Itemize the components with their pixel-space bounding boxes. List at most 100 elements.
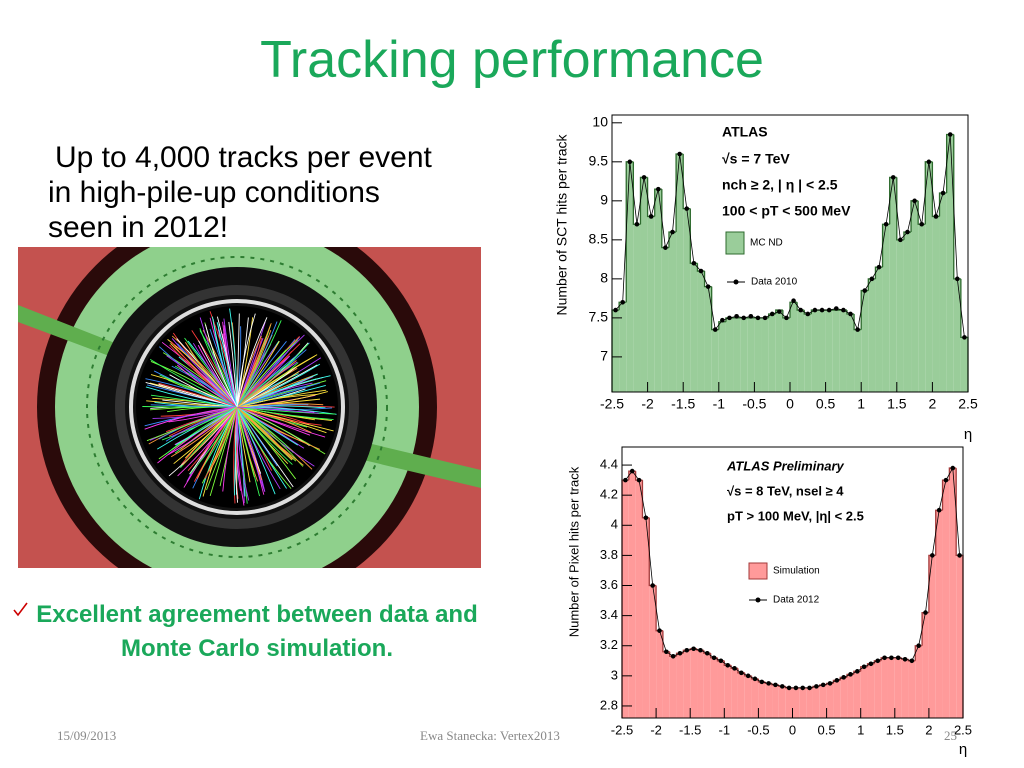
hist-bar <box>733 317 741 392</box>
x-tick-label: -0.5 <box>747 722 769 737</box>
annotation: ATLAS Preliminary <box>726 458 845 473</box>
data-point <box>827 681 833 686</box>
data-point <box>727 315 732 321</box>
hist-bar <box>819 684 827 718</box>
hist-bar <box>867 663 875 718</box>
x-tick-label: -1.5 <box>671 396 695 412</box>
hist-bar <box>790 302 798 392</box>
annotation: ATLAS <box>722 124 768 140</box>
data-point <box>861 664 867 670</box>
data-point <box>890 175 896 180</box>
data-point <box>634 221 640 227</box>
hist-bar <box>676 653 684 718</box>
hist-bar <box>833 680 841 718</box>
data-point <box>814 684 819 689</box>
data-point <box>912 198 917 204</box>
data-point <box>759 679 765 685</box>
hist-bar <box>622 480 629 718</box>
hist-bar <box>826 683 834 718</box>
hist-bar <box>953 278 961 392</box>
footer-author: Ewa Stanecka: Vertex2013 <box>420 728 560 743</box>
track <box>236 391 328 408</box>
x-tick-label: -1 <box>719 722 731 737</box>
track <box>236 406 334 420</box>
hist-bar <box>703 653 711 718</box>
track <box>236 343 301 408</box>
data-line <box>625 466 960 689</box>
hist-bar <box>846 313 855 392</box>
data-point <box>833 306 839 311</box>
data-point <box>875 658 881 664</box>
track <box>236 406 255 478</box>
hist-bar <box>704 286 712 392</box>
hist-bar <box>778 686 786 718</box>
track <box>158 346 238 408</box>
hist-bar <box>854 329 862 392</box>
data-point <box>807 685 812 691</box>
event-jet <box>355 440 481 488</box>
data-point <box>762 315 768 321</box>
hist-bar <box>661 247 669 392</box>
slide-title: Tracking performance <box>260 31 764 89</box>
y-tick-label: 3 <box>611 667 618 682</box>
hist-bar <box>915 645 923 718</box>
track <box>236 320 282 408</box>
track <box>164 406 238 456</box>
data-point <box>919 221 925 227</box>
hist-bar <box>640 177 648 392</box>
data-point <box>704 650 710 656</box>
hist-bar <box>874 660 882 718</box>
data-point <box>670 653 676 659</box>
data-point <box>819 307 825 313</box>
track <box>236 360 297 408</box>
track <box>236 406 322 426</box>
track <box>150 404 238 408</box>
x-tick-label: 0.5 <box>816 396 836 412</box>
data-point <box>826 307 832 313</box>
hist-bar <box>740 317 748 392</box>
check-icon <box>13 602 28 617</box>
hist-bar <box>832 310 840 392</box>
hist-bar <box>669 656 677 718</box>
track <box>236 323 272 408</box>
x-tick-label: 2 <box>925 722 932 737</box>
data-point <box>841 307 846 313</box>
track <box>205 324 238 408</box>
track <box>236 406 263 481</box>
hist-bar <box>901 659 909 718</box>
hist-bar <box>799 687 807 718</box>
track <box>228 321 238 408</box>
data-point <box>882 655 887 661</box>
track <box>236 406 299 446</box>
x-tick-label: 0 <box>789 722 796 737</box>
hist-bar <box>956 555 963 718</box>
track <box>236 406 276 495</box>
track <box>236 406 336 415</box>
x-tick-label: -2.5 <box>600 396 624 412</box>
data-point <box>798 307 803 313</box>
track <box>236 406 245 506</box>
data-point <box>698 647 703 653</box>
footer-page: 25 <box>944 728 957 743</box>
hist-bar <box>847 674 854 718</box>
track <box>177 406 238 477</box>
track <box>145 386 238 408</box>
data-point <box>650 583 655 588</box>
hist-bar <box>811 310 819 392</box>
hist-bar <box>928 555 936 718</box>
hist-bar <box>628 471 636 718</box>
hist-bar <box>882 224 890 392</box>
data-point <box>641 175 647 180</box>
hist-bar <box>840 677 848 718</box>
hist-bar <box>744 675 752 718</box>
hist-bar <box>935 510 943 718</box>
data-point <box>812 307 818 313</box>
data-point <box>629 468 635 474</box>
x-tick-label: 1.5 <box>887 396 907 412</box>
hist-bar <box>925 161 933 392</box>
hist-bar <box>718 321 726 392</box>
hist-bar <box>775 310 783 392</box>
hist-bar <box>818 310 826 392</box>
hist-bar <box>946 134 954 392</box>
hist-bar <box>861 290 869 392</box>
